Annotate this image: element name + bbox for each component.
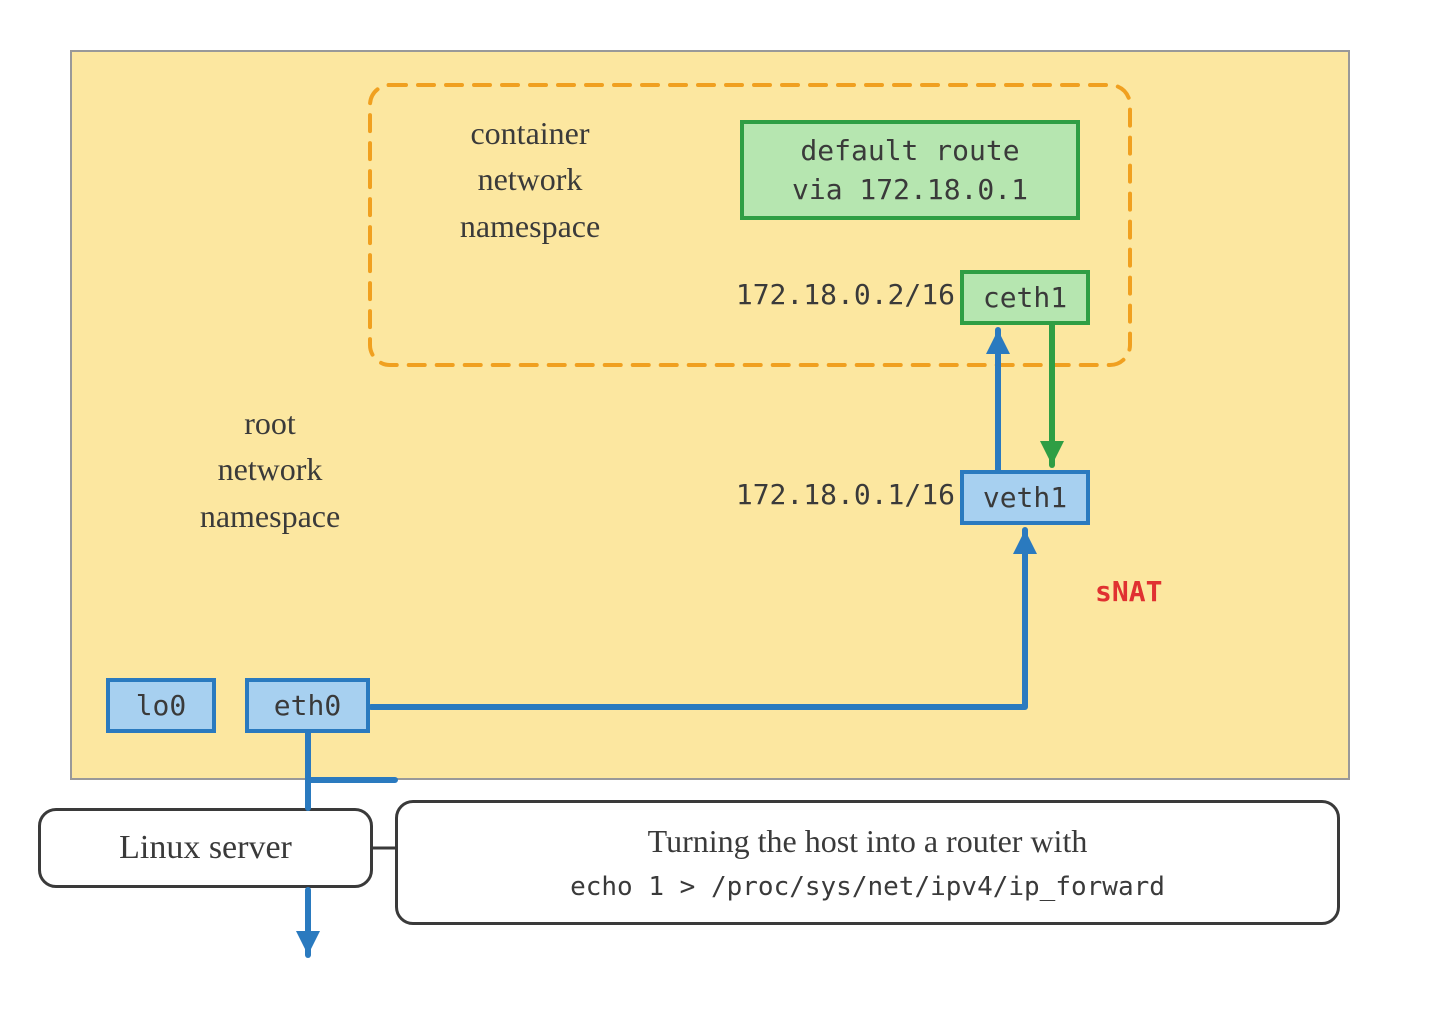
diagram-canvas: root network namespace container network… — [0, 0, 1430, 1010]
linux-server-box: Linux server — [38, 808, 373, 888]
ceth1-ip-label: 172.18.0.2/16 — [655, 278, 955, 311]
veth1-ip-label: 172.18.0.1/16 — [655, 478, 955, 511]
router-note-box: Turning the host into a router with echo… — [395, 800, 1340, 925]
lo0-box: lo0 — [106, 678, 216, 733]
default-route-line1: default route — [792, 131, 1028, 170]
router-note-line2: echo 1 > /proc/sys/net/ipv4/ip_forward — [570, 867, 1165, 909]
ceth1-box: ceth1 — [960, 270, 1090, 325]
veth1-box: veth1 — [960, 470, 1090, 525]
eth0-box: eth0 — [245, 678, 370, 733]
root-namespace-label: root network namespace — [135, 400, 405, 539]
snat-label: sNAT — [1095, 575, 1162, 608]
container-namespace-label: container network namespace — [400, 110, 660, 249]
default-route-line2: via 172.18.0.1 — [792, 170, 1028, 209]
router-note-line1: Turning the host into a router with — [570, 816, 1165, 867]
default-route-box: default route via 172.18.0.1 — [740, 120, 1080, 220]
